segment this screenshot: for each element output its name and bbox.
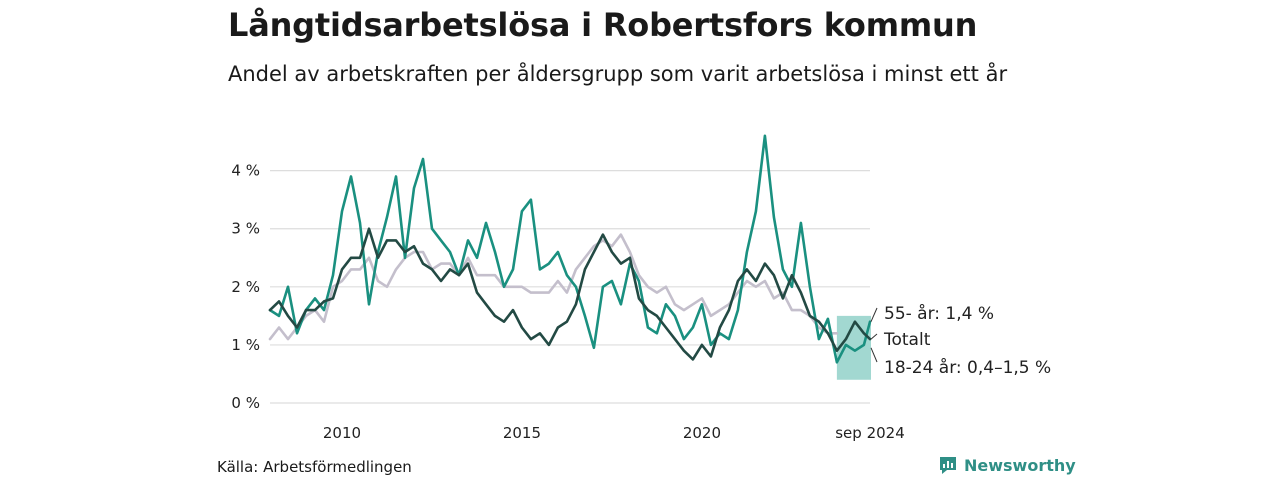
brand-name: Newsworthy: [964, 455, 1076, 475]
x-tick-label: 2020: [683, 424, 721, 442]
label-total: Totalt: [883, 330, 931, 350]
chart-subtitle: Andel av arbetskraften per åldersgrupp s…: [228, 62, 1008, 86]
series-line-total: [268, 227, 872, 361]
label-18-24: 18-24 år: 0,4–1,5 %: [884, 357, 1051, 378]
range-band-18-24: [836, 315, 871, 380]
label-55: 55- år: 1,4 %: [884, 303, 994, 324]
source-note: Källa: Arbetsförmedlingen: [217, 458, 412, 476]
series-line-55: [268, 134, 872, 364]
label-18-24-leader: [870, 347, 878, 363]
x-tick-label: 2010: [323, 424, 361, 442]
y-tick-label: 2 %: [231, 278, 260, 296]
label-total-leader: [870, 333, 878, 340]
label-55-leader: [870, 307, 878, 322]
y-tick-label: 0 %: [231, 394, 260, 412]
chart-title: Långtidsarbetslösa i Robertsfors kommun: [228, 6, 978, 44]
y-tick-label: 3 %: [231, 220, 260, 238]
x-tick-label: 2015: [503, 424, 541, 442]
newsworthy-logo-icon: [940, 457, 956, 474]
x-tick-label-last: sep 2024: [835, 424, 905, 442]
y-tick-label: 1 %: [231, 336, 260, 354]
y-tick-label: 4 %: [231, 162, 260, 180]
brand-logo: Newsworthy: [938, 455, 1076, 475]
